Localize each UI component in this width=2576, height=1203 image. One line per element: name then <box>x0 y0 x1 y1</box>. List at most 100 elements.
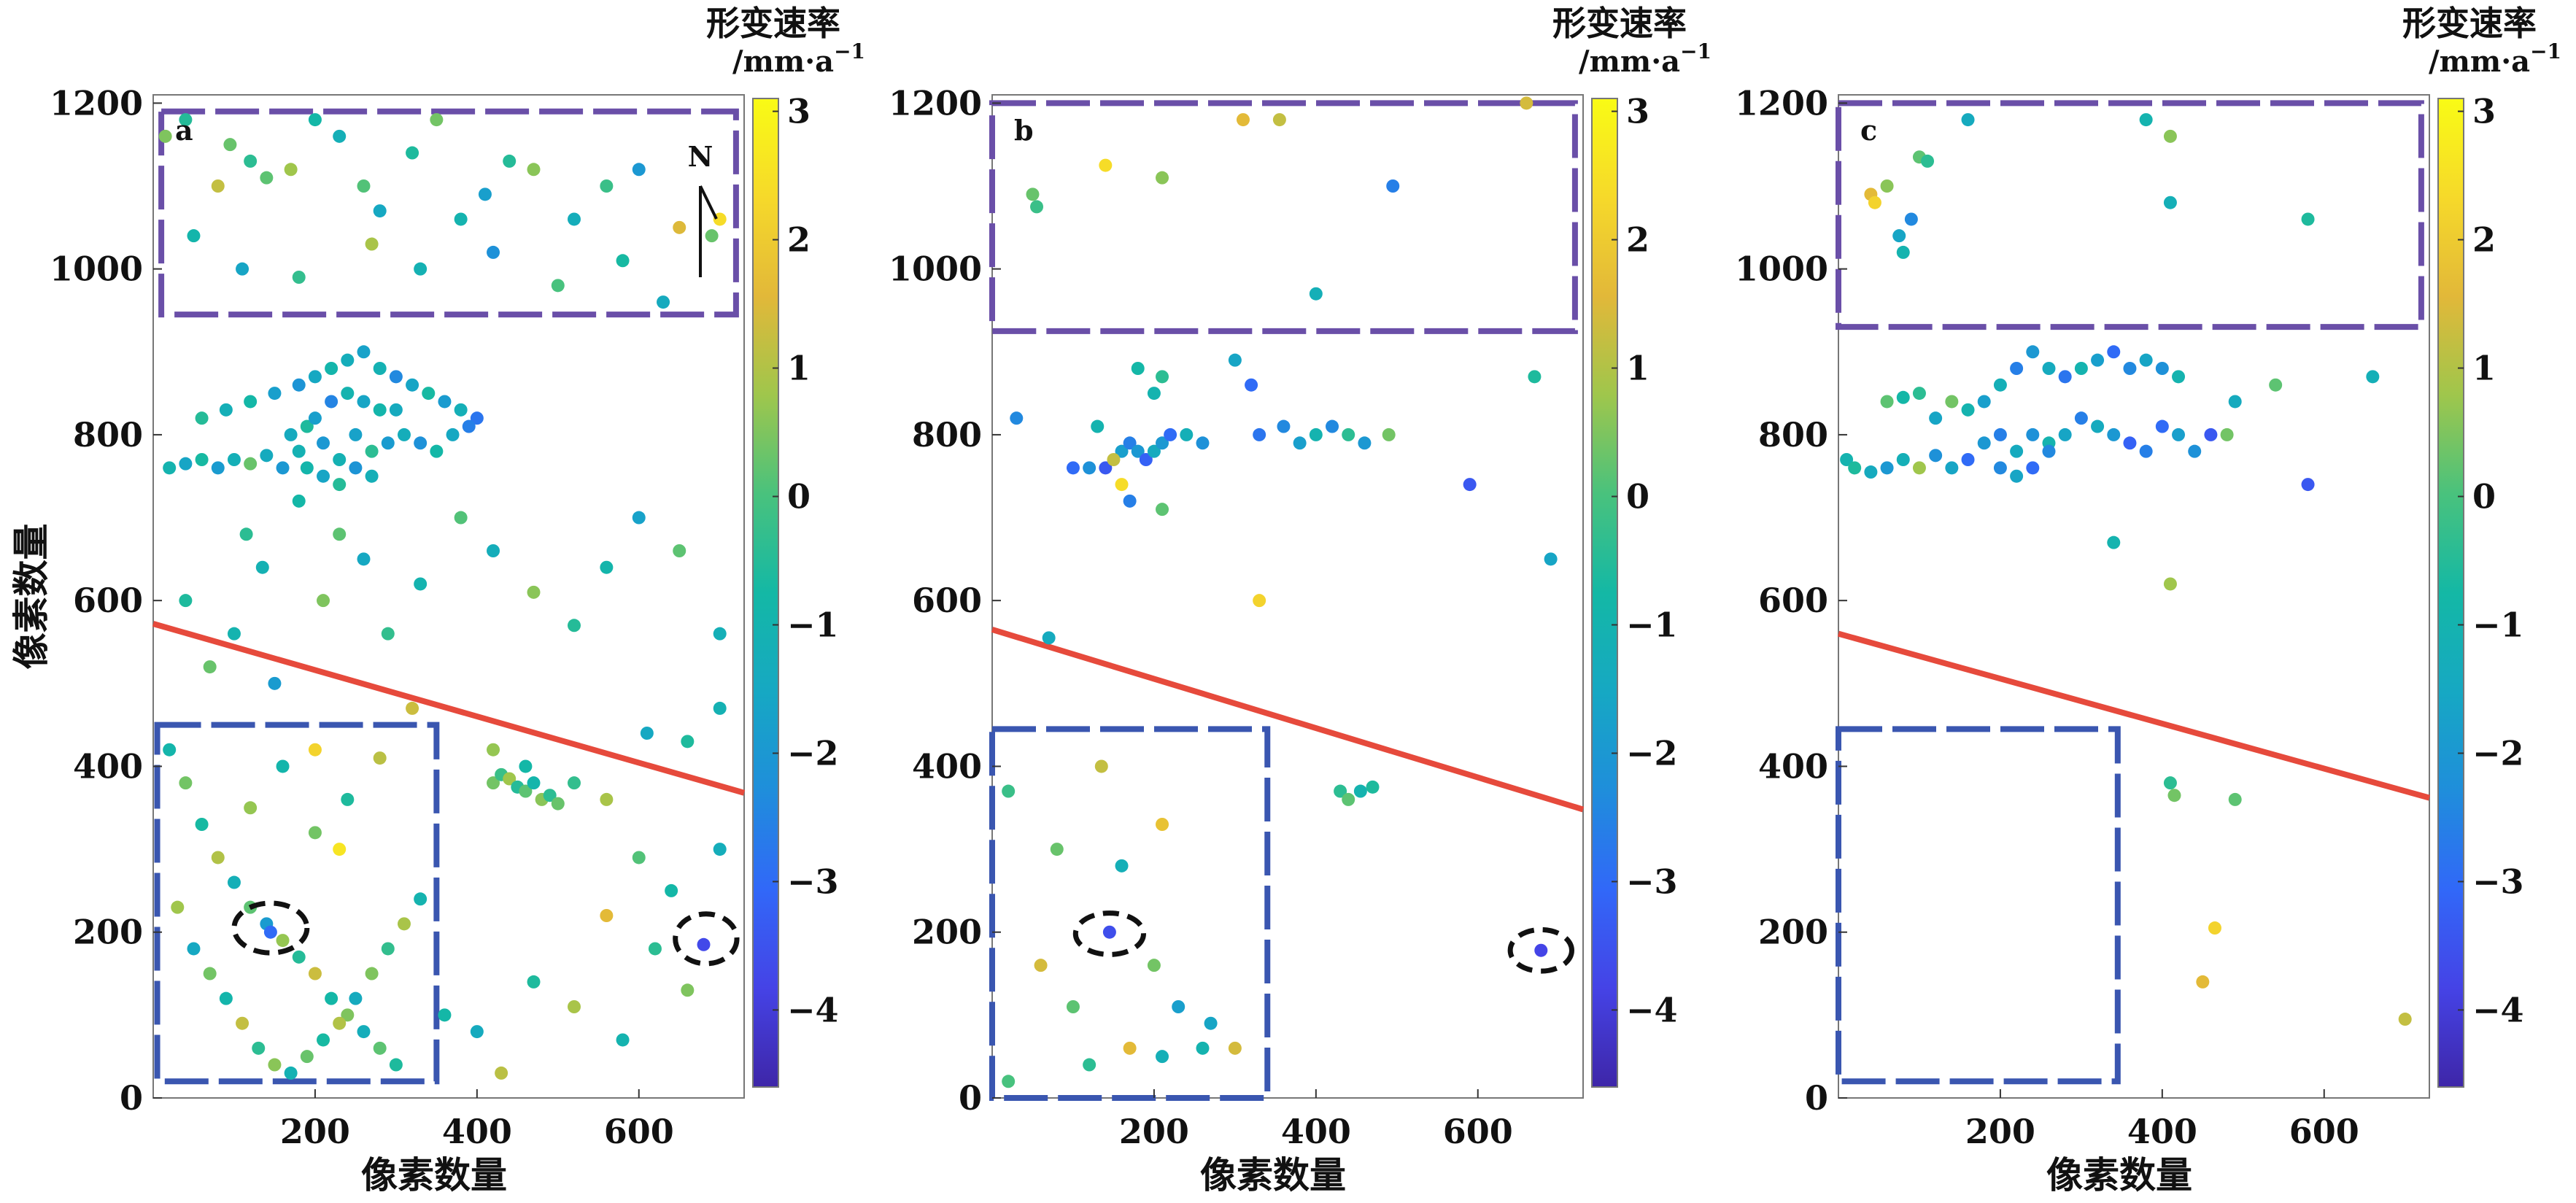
scatter-point <box>333 478 347 492</box>
scatter-point <box>239 527 253 541</box>
scatter-point <box>373 362 387 375</box>
scatter-point <box>470 1025 484 1039</box>
x-tick-label: 400 <box>2127 1112 2197 1151</box>
scatter-point <box>406 701 419 715</box>
scatter-point <box>567 619 581 633</box>
scatter-point <box>2228 792 2242 806</box>
scatter-point <box>414 436 428 450</box>
colorbar-tick-label: −3 <box>787 862 839 901</box>
colorbar-unit: /mm·a−1 <box>1579 39 1711 79</box>
scatter-point <box>487 544 500 557</box>
scatter-point <box>397 917 411 931</box>
scatter-point <box>389 1058 403 1072</box>
y-tick-label: 0 <box>959 1078 982 1118</box>
scatter-point <box>1236 113 1250 127</box>
scatter-point <box>2366 370 2380 384</box>
scatter-point <box>2301 212 2315 226</box>
colorbar-tick-label: 2 <box>787 220 811 260</box>
scatter-point <box>203 660 217 674</box>
scatter-point <box>2010 362 2024 375</box>
scatter-point <box>2010 444 2024 458</box>
fault-line <box>991 627 1585 813</box>
scatter-point <box>1050 843 1064 856</box>
scatter-point <box>495 1066 508 1080</box>
scatter-point <box>1002 1075 1016 1088</box>
scatter-point <box>325 991 339 1005</box>
scatter-point <box>341 387 355 401</box>
scatter-point <box>317 594 330 608</box>
scatter-point <box>1253 428 1266 441</box>
colorbar-title: 形变速率 <box>706 4 840 43</box>
scatter-point <box>1868 196 1881 209</box>
scatter-point <box>284 428 298 441</box>
scatter-point <box>567 212 581 226</box>
scatter-point <box>276 759 290 773</box>
scatter-point <box>527 975 541 989</box>
highlight-ellipse <box>673 911 740 967</box>
scatter-point <box>333 129 347 143</box>
scatter-point <box>713 701 727 715</box>
scatter-point <box>179 776 193 790</box>
scatter-point <box>1131 362 1145 375</box>
scatter-point <box>454 212 468 226</box>
scatter-point <box>1993 378 2007 392</box>
scatter-point <box>2074 362 2088 375</box>
scatter-point <box>414 262 428 276</box>
scatter-point <box>325 395 339 409</box>
scatter-point <box>1002 784 1016 798</box>
colorbar-tick-label: −2 <box>1626 733 1678 773</box>
scatter-point <box>1945 461 1959 475</box>
scatter-point <box>1945 395 1959 409</box>
scatter-point <box>1156 370 1169 384</box>
colorbar-tick-label: −2 <box>787 733 839 773</box>
scatter-point <box>1245 378 1258 392</box>
scatter-point <box>1094 759 1108 773</box>
scatter-point <box>1107 453 1121 466</box>
y-tick-label: 600 <box>912 581 982 620</box>
scatter-point <box>1099 158 1113 172</box>
scatter-point <box>1892 229 1906 243</box>
scatter-point <box>2196 975 2210 989</box>
scatter-point <box>227 875 241 889</box>
lower-region-box <box>989 726 1271 1101</box>
scatter-point <box>236 1016 250 1030</box>
scatter-point <box>527 585 541 599</box>
scatter-point <box>2139 113 2153 127</box>
colorbar-tick-label: −1 <box>1626 605 1678 644</box>
scatter-point <box>276 934 290 948</box>
colorbar-title: 形变速率 <box>1552 4 1687 43</box>
colorbar-tick-label: −4 <box>1626 990 1678 1029</box>
scatter-point <box>163 461 177 475</box>
scatter-point <box>648 942 662 956</box>
scatter-point <box>2058 428 2072 441</box>
scatter-point <box>543 789 557 802</box>
scatter-point <box>519 759 533 773</box>
scatter-point <box>2091 353 2105 367</box>
scatter-point <box>1880 179 1894 193</box>
colorbar <box>2437 98 2464 1088</box>
scatter-point <box>1520 96 1533 110</box>
scatter-point <box>1196 1041 1210 1055</box>
scatter-point <box>300 419 314 433</box>
x-tick-label: 200 <box>1965 1112 2035 1151</box>
fault-line <box>1837 630 2431 801</box>
colorbar <box>752 98 779 1088</box>
scatter-point <box>1353 784 1367 798</box>
scatter-points <box>158 113 727 1080</box>
scatter-point <box>657 295 670 309</box>
colorbar-unit-base: /mm·a <box>732 45 834 79</box>
scatter-point <box>640 727 654 740</box>
scatter-point <box>527 776 541 790</box>
scatter-point <box>252 1041 266 1055</box>
y-tick-label: 600 <box>73 581 143 620</box>
scatter-point <box>2172 428 2186 441</box>
colorbar-tick-label: −3 <box>2472 862 2524 901</box>
scatter-point <box>2269 378 2283 392</box>
colorbar-tick-label: −2 <box>2472 733 2524 773</box>
scatter-point <box>414 892 428 906</box>
panel-b: b 200 400 600 0 200 400 600 800 1000 1200 像素数量 3 2 1 0 −… <box>889 4 1711 1196</box>
scatter-point <box>300 461 314 475</box>
colorbar-unit-exponent: −1 <box>834 39 865 63</box>
